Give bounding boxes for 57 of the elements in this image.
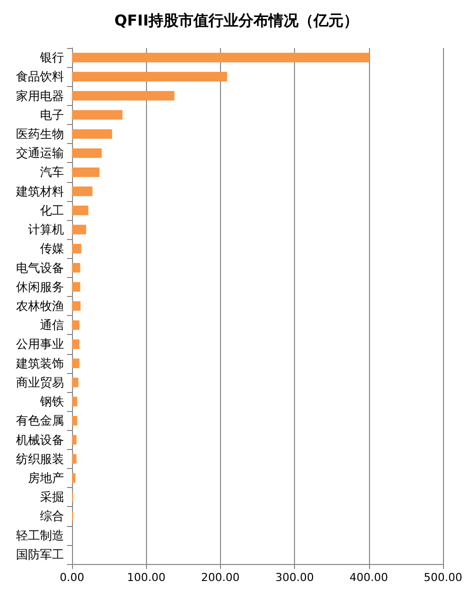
bar — [72, 378, 78, 388]
bar — [72, 473, 76, 483]
chart-title: QFII持股市值行业分布情况（亿元） — [114, 12, 359, 30]
x-tick-label: 300.00 — [275, 571, 314, 584]
y-tick-label: 休闲服务 — [16, 280, 64, 294]
y-tick-label: 医药生物 — [16, 127, 64, 141]
y-tick-label: 家用电器 — [16, 88, 64, 103]
y-tick-label: 钢铁 — [39, 394, 64, 409]
bar — [72, 244, 82, 254]
bar — [72, 263, 80, 273]
y-tick-label: 机械设备 — [16, 432, 64, 447]
bar — [72, 91, 174, 101]
y-tick-label: 电气设备 — [16, 260, 64, 275]
bar — [72, 148, 102, 158]
y-tick-label: 商业贸易 — [16, 375, 64, 390]
y-tick-label: 化工 — [40, 203, 64, 218]
bar — [72, 339, 80, 349]
y-tick-label: 农林牧渔 — [16, 299, 64, 313]
x-tick-label: 0.00 — [60, 571, 84, 584]
y-tick-label: 公用事业 — [16, 337, 64, 352]
bar — [72, 320, 80, 330]
y-tick-label: 通信 — [40, 318, 64, 332]
bar — [72, 396, 78, 406]
y-tick-label: 银行 — [39, 50, 64, 65]
y-tick-label: 电子 — [40, 108, 64, 122]
bar — [72, 416, 78, 426]
y-tick-label: 纺织服装 — [16, 452, 64, 466]
y-tick-label: 传媒 — [40, 242, 64, 256]
y-tick-label: 建筑装饰 — [15, 356, 64, 370]
bar — [72, 454, 76, 464]
bar — [72, 72, 228, 82]
y-tick-label: 计算机 — [28, 222, 64, 237]
bar — [72, 224, 86, 234]
y-tick-label: 有色金属 — [16, 414, 64, 428]
x-tick-label: 200.00 — [201, 571, 240, 584]
x-tick-label: 100.00 — [126, 571, 166, 584]
x-tick-label: 400.00 — [350, 571, 388, 584]
bar — [72, 110, 122, 120]
bar — [72, 129, 112, 139]
bar — [72, 206, 88, 216]
x-tick-label: 500.00 — [424, 571, 462, 584]
y-tick-label: 建筑材料 — [15, 184, 64, 198]
bar — [72, 358, 80, 368]
y-tick-label: 交通运输 — [16, 146, 64, 160]
y-tick-label: 国防军工 — [16, 547, 64, 562]
y-tick-label: 采掘 — [40, 490, 64, 504]
y-tick-label: 综合 — [40, 509, 64, 524]
y-tick-label: 轻工制造 — [16, 528, 64, 542]
y-tick-label: 汽车 — [40, 165, 64, 180]
bar — [72, 52, 370, 62]
y-tick-label: 食品饮料 — [16, 70, 64, 84]
bar — [72, 301, 81, 311]
bar — [72, 186, 92, 196]
bar — [72, 435, 76, 445]
bar — [72, 167, 100, 177]
bar — [72, 282, 80, 292]
y-tick-label: 房地产 — [28, 471, 64, 485]
